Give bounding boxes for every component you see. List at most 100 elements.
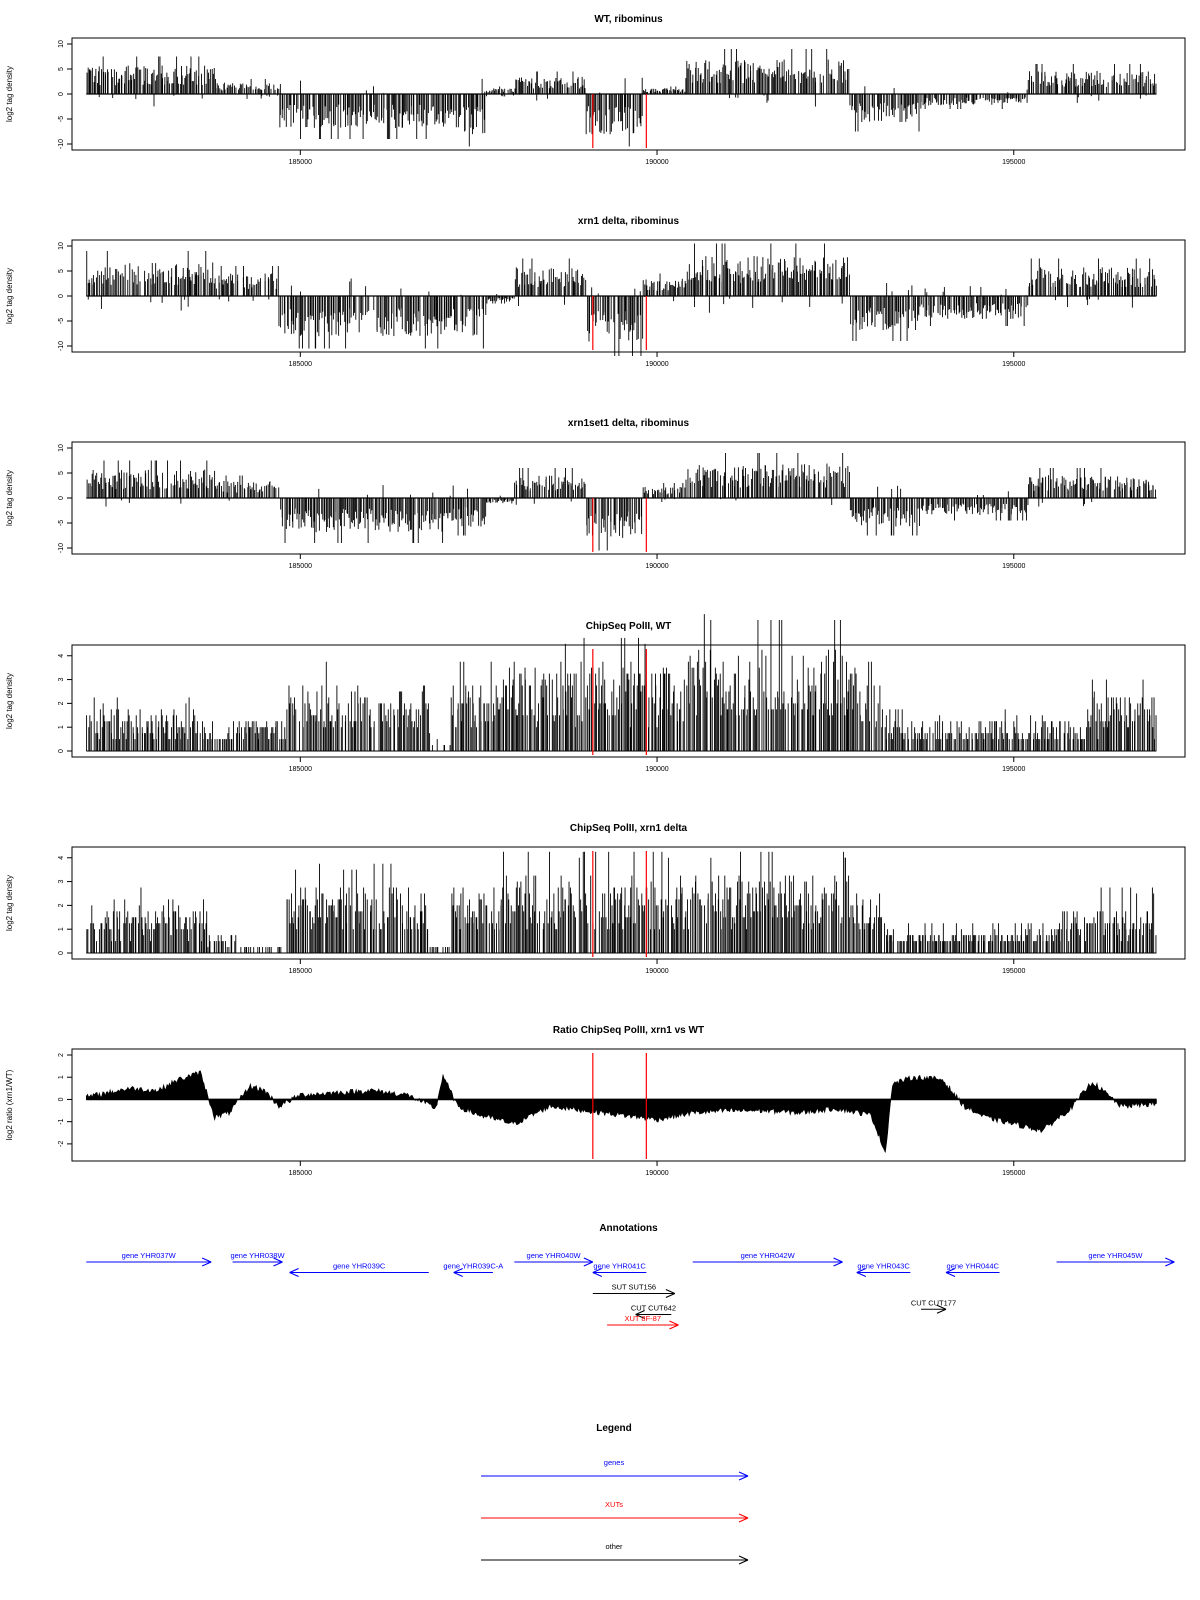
x-tick-label: 195000 [1002, 159, 1025, 166]
legend-label: XUTs [605, 1500, 623, 1509]
signal-segment-5 [486, 86, 514, 97]
y-tick-label: 0 [58, 1097, 65, 1101]
signal-segment-2 [215, 79, 280, 99]
legend-panel: Legend genes XUTs other [481, 1423, 749, 1565]
panel-title: ChipSeq PolII, WT [586, 621, 672, 632]
legend-item-genes: genes [481, 1458, 749, 1481]
y-tick-label: -10 [58, 139, 65, 149]
signal-segment-4 [450, 294, 487, 349]
x-tick-label: 195000 [1002, 766, 1025, 773]
y-tick-label: -1 [58, 1118, 65, 1124]
signal-segment-8 [592, 851, 679, 953]
y-axis-label: log2 tag density [5, 470, 14, 526]
feature-label: gene YHR040W [527, 1251, 582, 1260]
x-axis: 185000 190000 195000 [289, 352, 1026, 368]
feature-arrow-10: gene YHR045W [1056, 1251, 1175, 1267]
track-data [86, 851, 1157, 954]
y-tick-label: 10 [58, 444, 65, 452]
feature-label: gene YHR043C [857, 1262, 910, 1271]
y-tick-label: 4 [58, 856, 65, 860]
track-data [86, 453, 1157, 551]
x-tick-label: 195000 [1002, 563, 1025, 570]
signal-segment-11 [886, 923, 1057, 953]
signal-segment-11 [920, 89, 1028, 109]
y-tick-label: 10 [58, 40, 65, 48]
feature-arrow-8: gene YHR043C [856, 1262, 910, 1278]
legend-item-other: other [481, 1542, 749, 1565]
x-tick-label: 190000 [645, 1170, 668, 1177]
signal-segment-9 [685, 49, 850, 107]
signal-segment-6 [514, 468, 586, 505]
signal-segment-7 [500, 851, 592, 953]
y-tick-label: -5 [58, 318, 65, 324]
signal-segment-3 [278, 278, 451, 349]
feature-label: CUT CUT642 [631, 1304, 676, 1313]
track-panel-4: ChipSeq PolII, WT log2 tag density 0 1 2 3 4 18… [5, 614, 1186, 773]
feature-label: XUT 8F-87 [624, 1314, 661, 1323]
x-tick-label: 190000 [645, 968, 668, 975]
y-axis-label: log2 tag density [5, 268, 14, 324]
y-tick-label: -5 [58, 520, 65, 526]
x-tick-label: 185000 [289, 159, 312, 166]
feature-arrow-6: gene YHR041C [592, 1262, 646, 1278]
signal-segment-4 [286, 863, 429, 953]
signal-segment-6 [514, 71, 586, 101]
track-data [86, 49, 1157, 147]
panel-title: Ratio ChipSeq PolII, xrn1 vs WT [553, 1025, 704, 1036]
panel-title: xrn1 delta, ribominus [578, 216, 680, 227]
signal-segment-10 [885, 709, 1085, 751]
track-panel-2: xrn1 delta, ribominus log2 tag density -10… [5, 216, 1186, 368]
track-panel-5: ChipSeq PolII, xrn1 delta log2 tag densit… [5, 823, 1186, 975]
x-tick-label: 190000 [645, 361, 668, 368]
feature-arrow-7: gene YHR042W [692, 1251, 843, 1267]
signal-segment-11 [921, 286, 1029, 326]
y-axis: 0 1 2 3 4 [58, 654, 72, 753]
signal-segment-10 [856, 893, 886, 953]
panel-title: xrn1set1 delta, ribominus [568, 418, 690, 429]
feature-label: gene YHR042W [741, 1251, 796, 1260]
signal-segment-2 [214, 266, 279, 302]
track-panel-3: xrn1set1 delta, ribominus log2 tag densit… [5, 418, 1186, 570]
signal-segment-3 [279, 80, 451, 139]
x-axis: 185000 190000 195000 [289, 959, 1026, 975]
feature-arrow-4: gene YHR039C-A [443, 1262, 503, 1278]
x-tick-label: 185000 [289, 1170, 312, 1177]
feature-arrow-13: XUT 8F-87 [607, 1314, 679, 1330]
signal-segment-6 [514, 258, 587, 307]
track-panel-1: WT, ribominus log2 tag density -10 -5 0 5 10 18… [5, 14, 1186, 166]
signal-segment-2 [215, 475, 280, 501]
y-axis-label: log2 ratio (xrn1/WT) [5, 1069, 14, 1140]
x-axis: 185000 190000 195000 [289, 150, 1026, 166]
signal-segment-3 [240, 947, 282, 953]
y-tick-label: -10 [58, 543, 65, 553]
signal-segment-7 [592, 637, 679, 751]
feature-label: gene YHR044C [947, 1262, 1000, 1271]
signal-segment-6 [499, 637, 594, 751]
signal-segment-12 [1028, 468, 1157, 507]
feature-label: gene YHR038W [230, 1251, 285, 1260]
legend-title: Legend [596, 1423, 632, 1434]
y-tick-label: 5 [58, 471, 65, 475]
y-axis: -2 -1 0 1 2 [58, 1053, 72, 1147]
signal-segment-3 [286, 661, 429, 751]
y-tick-label: -10 [58, 341, 65, 351]
signal-segment-10 [849, 485, 920, 536]
panel-frame [71, 644, 1186, 758]
signal-segment-10 [849, 86, 922, 132]
panel-frame [71, 1048, 1186, 1162]
y-tick-label: 2 [58, 903, 65, 907]
feature-arrow-12: CUT CUT642 [631, 1304, 676, 1320]
x-tick-label: 195000 [1002, 968, 1025, 975]
signal-segment-7 [587, 287, 644, 356]
signal-segment-7 [585, 77, 643, 147]
signal-segment-4 [450, 78, 486, 147]
x-tick-label: 190000 [645, 766, 668, 773]
y-tick-label: 0 [58, 496, 65, 500]
y-tick-label: 1 [58, 927, 65, 931]
signal-segment-12 [1028, 258, 1157, 308]
signal-segment-8 [642, 483, 686, 503]
feature-arrow-11: SUT SUT156 [592, 1283, 676, 1299]
y-tick-label: 0 [58, 749, 65, 753]
signal-segment-1 [86, 887, 208, 953]
